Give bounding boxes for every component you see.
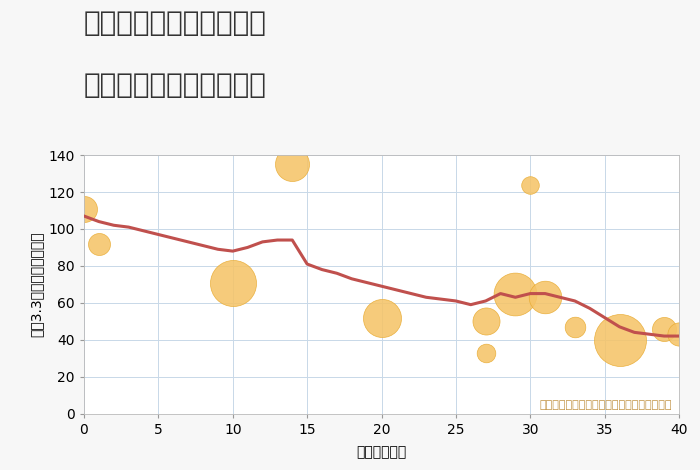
Point (525, 181, 536, 188)
Text: 兵庫県姫路市北新在家の: 兵庫県姫路市北新在家の (84, 9, 267, 38)
X-axis label: 築年数（年）: 築年数（年） (356, 445, 407, 459)
Point (287, 161, 298, 168)
Text: 円の大きさは、取引のあった物件面積を示す: 円の大きさは、取引のあった物件面積を示す (539, 400, 671, 410)
Point (480, 349, 491, 356)
Point (93, 240, 104, 248)
Y-axis label: 坪（3.3㎡）単価（万円）: 坪（3.3㎡）単価（万円） (29, 232, 43, 337)
Point (78, 205, 90, 212)
Text: 築年数別中古戸建て価格: 築年数別中古戸建て価格 (84, 70, 267, 99)
Point (376, 314, 387, 321)
Point (227, 279, 238, 286)
Point (673, 330, 685, 338)
Point (569, 323, 580, 330)
Point (510, 290, 521, 298)
Point (540, 293, 551, 301)
Point (659, 325, 670, 332)
Point (480, 318, 491, 325)
Point (614, 336, 625, 344)
